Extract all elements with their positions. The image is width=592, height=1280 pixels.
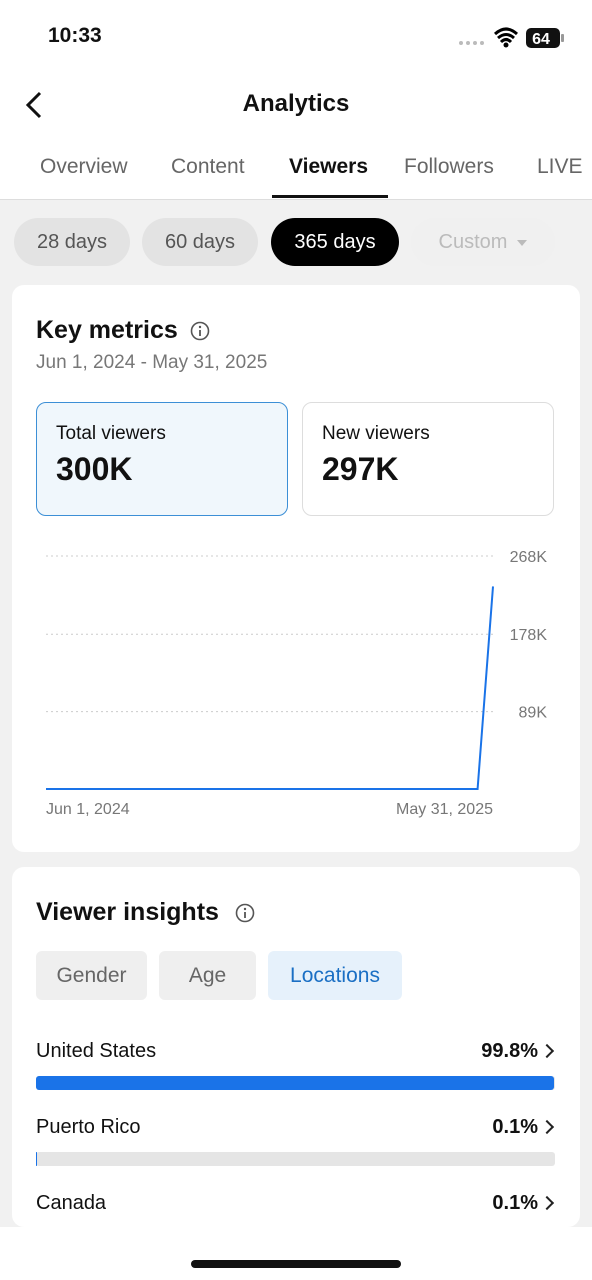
y-tick-label: 178K [510, 627, 548, 644]
metric-label: New viewers [322, 423, 430, 444]
tab[interactable]: Viewers [289, 155, 369, 178]
metric-value: 300K [56, 451, 133, 487]
data-line [46, 586, 494, 790]
metric-label: Total viewers [56, 423, 166, 444]
metric-value: 297K [322, 451, 399, 487]
bar [36, 1076, 554, 1090]
info-icon[interactable] [190, 321, 212, 343]
range-chip[interactable]: 365 days [271, 218, 399, 266]
metric-card[interactable]: New viewers 297K [302, 402, 554, 516]
chevron [539, 1119, 555, 1135]
tab[interactable]: LIVE [537, 155, 583, 178]
tab-underline [272, 195, 388, 198]
bottom-bar [0, 1227, 592, 1280]
section-title: Key metrics [36, 316, 178, 344]
insight-tab[interactable]: Locations [268, 951, 402, 1000]
y-tick-label: 89K [519, 705, 548, 722]
bar-track [36, 1152, 555, 1166]
date-range: Jun 1, 2024 - May 31, 2025 [36, 352, 268, 373]
insight-tab[interactable]: Gender [36, 951, 147, 1000]
status-icons: 64 [459, 27, 564, 48]
tab[interactable]: Overview [40, 155, 128, 178]
section-title: Viewer insights [36, 898, 219, 926]
location-value: 0.1% [492, 1192, 538, 1214]
x-tick-label: Jun 1, 2024 [46, 801, 130, 818]
insight-tab[interactable]: Age [159, 951, 256, 1000]
range-label: Custom [438, 231, 508, 253]
back-button[interactable] [22, 90, 46, 120]
info-icon[interactable] [235, 903, 257, 925]
location-value: 99.8% [481, 1040, 538, 1062]
range-label: 60 days [164, 231, 236, 253]
location-row[interactable]: Canada 0.1% [12, 1192, 580, 1227]
location-name: Puerto Rico [36, 1116, 141, 1138]
range-chip[interactable]: 28 days [14, 218, 130, 266]
range-label: 28 days [36, 231, 108, 253]
line-chart: 89K 178K 268K Jun 1, 2024 May 31, 2025 [46, 549, 548, 818]
key-metrics-card [12, 285, 580, 852]
top-bar [0, 0, 592, 200]
bar [36, 1152, 37, 1166]
tab[interactable]: Content [171, 155, 245, 178]
chevron [539, 1195, 555, 1211]
x-tick-label: May 31, 2025 [396, 801, 493, 818]
location-name: Canada [36, 1192, 107, 1214]
location-value: 0.1% [492, 1116, 538, 1138]
viewer-insights-card: United States 99.8% Puerto Rico 0.1% Canada 0… [12, 867, 580, 1227]
range-chip[interactable]: 60 days [142, 218, 258, 266]
home-indicator [191, 1260, 401, 1268]
location-row[interactable]: United States 99.8% [12, 1040, 580, 1110]
dropdown-caret [517, 239, 528, 246]
range-chip[interactable]: Custom [411, 218, 555, 266]
y-tick-label: 268K [510, 549, 548, 566]
range-label: 365 days [294, 231, 376, 253]
locations-list: United States 99.8% Puerto Rico 0.1% Canada 0… [12, 867, 580, 1227]
metric-card[interactable]: Total viewers 300K [36, 402, 288, 516]
battery-level: 64 [532, 31, 550, 48]
location-row[interactable]: Puerto Rico 0.1% [12, 1116, 580, 1186]
page-title: Analytics [242, 90, 350, 117]
clock: 10:33 [48, 24, 102, 47]
chevron [539, 1043, 555, 1059]
tab[interactable]: Followers [404, 155, 494, 178]
location-name: United States [36, 1040, 157, 1062]
